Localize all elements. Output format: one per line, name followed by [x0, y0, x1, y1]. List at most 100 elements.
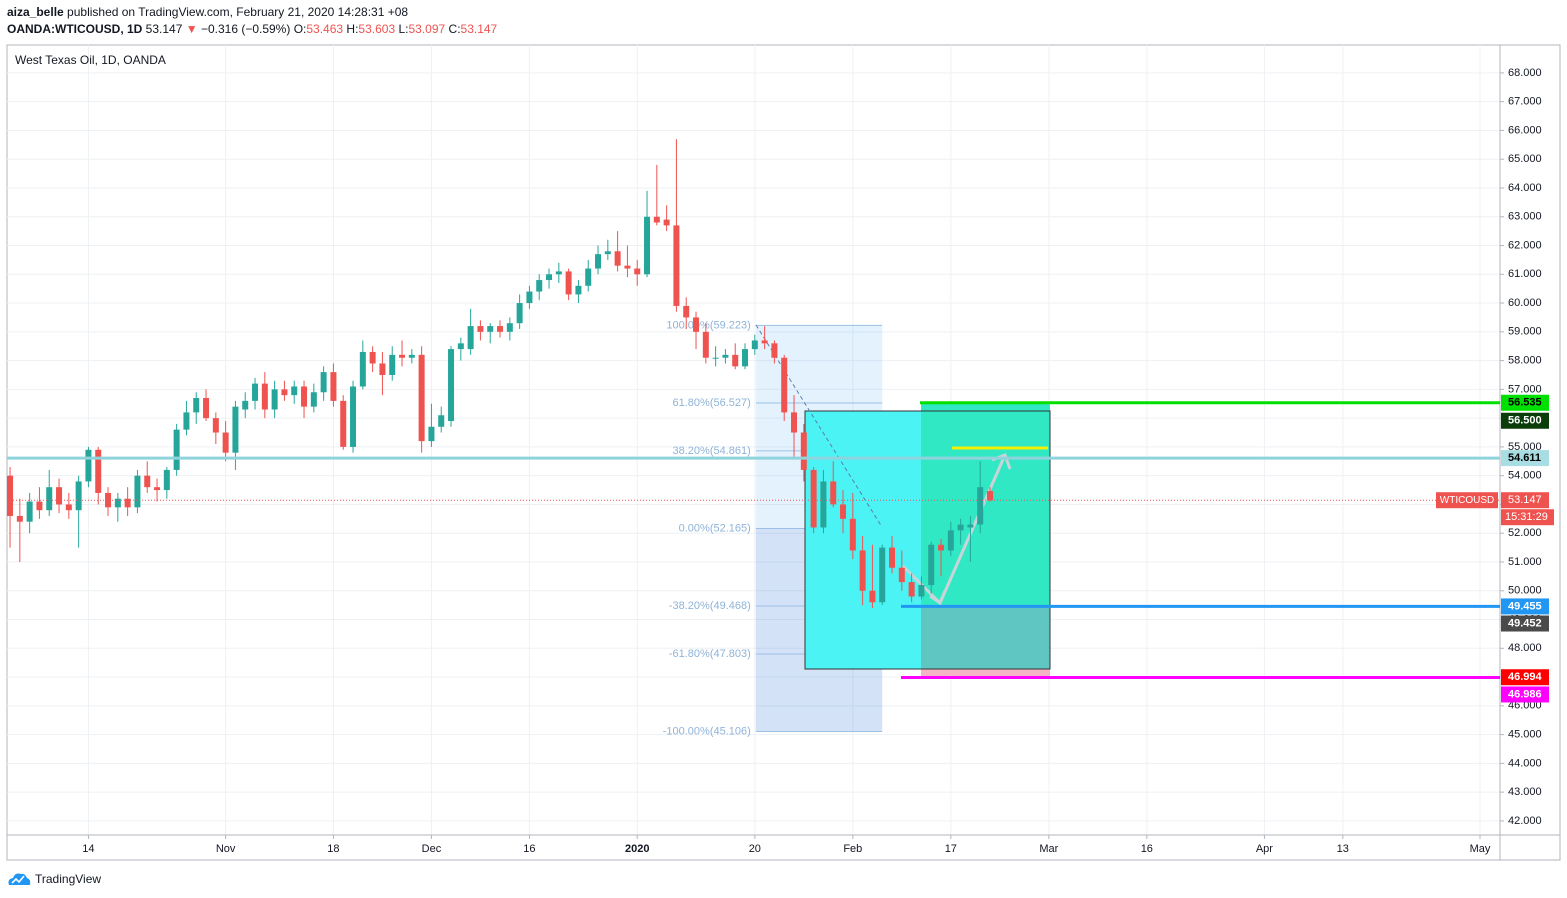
price-tag: 46.994 [1508, 671, 1543, 683]
candle-body [957, 524, 964, 531]
author: aiza_belle [7, 5, 64, 19]
price-tag: 54.611 [1508, 452, 1541, 464]
profit-box [921, 402, 1050, 606]
candle-body [771, 343, 778, 358]
y-tick-label: 65.000 [1508, 153, 1542, 165]
candle-body [644, 216, 651, 275]
header-line: aiza_belle published on TradingView.com,… [7, 5, 408, 19]
price-tag-bg [1501, 412, 1549, 429]
candle-body [320, 372, 327, 393]
h-value: 53.603 [358, 22, 396, 36]
c-value: 53.147 [460, 22, 498, 36]
fib-label: 61.80%(56.527) [673, 397, 751, 409]
brand: TradingView [35, 872, 102, 886]
candle-body [144, 475, 151, 488]
candle-body [408, 354, 415, 358]
candle-body [36, 501, 43, 511]
candle-body [683, 305, 690, 318]
y-tick-label: 60.000 [1508, 297, 1542, 309]
candle-body [399, 354, 406, 358]
price-tag-bg [1501, 394, 1549, 411]
candle-body [134, 475, 141, 508]
change: −0.316 (−0.59%) [200, 22, 291, 36]
candle-body [418, 354, 425, 442]
candle-body [506, 323, 513, 332]
candle-body [340, 400, 347, 447]
candle-body [565, 271, 572, 295]
x-tick-label: 16 [523, 843, 535, 855]
x-tick-label: Dec [422, 843, 442, 855]
y-tick-label: 42.000 [1508, 815, 1542, 827]
candle-body [575, 285, 582, 295]
price-tag-bg [1501, 450, 1549, 467]
candle-body [310, 392, 317, 407]
candle-body [869, 590, 876, 603]
price-tag-bg [1501, 598, 1549, 615]
l-value: 53.097 [408, 22, 446, 36]
candle-body [448, 349, 455, 422]
y-tick-label: 64.000 [1508, 182, 1542, 194]
candle-body [369, 351, 376, 364]
candle-body [898, 567, 905, 583]
symbol-tag: WTICOUSD [1440, 495, 1494, 506]
candle-body [438, 415, 445, 427]
y-tick-label: 68.000 [1508, 67, 1542, 79]
chart-title: West Texas Oil, 1D, OANDA [15, 53, 166, 67]
candle-body [947, 530, 954, 551]
countdown: 15:31:29 [1505, 511, 1548, 523]
y-tick-label: 51.000 [1508, 556, 1542, 568]
price-tag: 46.986 [1508, 688, 1542, 700]
candle-body [173, 429, 180, 470]
candle-body [908, 582, 915, 597]
candle-body [193, 397, 200, 413]
candle-body [222, 432, 229, 453]
trend-dash [755, 324, 883, 528]
o-value: 53.463 [306, 22, 344, 36]
candle-body [163, 469, 170, 491]
candle-body [26, 501, 33, 522]
candle-body [928, 544, 935, 585]
candle-body [46, 487, 53, 511]
price-tag: 56.535 [1508, 397, 1542, 409]
candle-body [516, 303, 523, 324]
candle-body [212, 418, 219, 433]
candle-body [379, 363, 386, 375]
candle-body [154, 487, 161, 491]
candle-body [830, 481, 837, 505]
y-tick-label: 62.000 [1508, 239, 1542, 251]
candle-body [56, 487, 63, 505]
candle-body [918, 584, 925, 597]
candle-body [428, 426, 435, 442]
stop-box [921, 606, 1050, 669]
x-tick-label: May [1470, 843, 1491, 855]
candle-body [663, 219, 670, 226]
candle-body [624, 265, 631, 269]
candle-body [712, 357, 719, 359]
x-tick-label: 20 [749, 843, 761, 855]
position-tool [755, 324, 1051, 677]
candle-body [849, 518, 856, 551]
y-tick-label: 61.000 [1508, 268, 1542, 280]
candle-body [977, 487, 984, 525]
x-tick-label: 18 [327, 843, 339, 855]
candle-body [673, 225, 680, 306]
symbol-tag-bg [1436, 492, 1498, 509]
y-tick-label: 66.000 [1508, 124, 1542, 136]
last-tag-bg [1501, 492, 1549, 509]
candle-body [291, 386, 298, 396]
y-tick-label: 58.000 [1508, 355, 1542, 367]
candle-body [967, 524, 974, 528]
o-label: O: [293, 22, 307, 36]
candle-body [497, 326, 504, 332]
x-tick-label: 2020 [625, 843, 649, 855]
candle-body [75, 481, 82, 511]
candle-body [702, 331, 709, 358]
candle-body [467, 326, 474, 350]
price-tag-bg [1501, 686, 1549, 703]
candle-body [546, 274, 553, 281]
candle-body [732, 354, 739, 367]
x-tick-label: 14 [82, 843, 94, 855]
y-tick-label: 45.000 [1508, 729, 1542, 741]
candle-body [457, 343, 464, 350]
candle-body [350, 386, 357, 447]
